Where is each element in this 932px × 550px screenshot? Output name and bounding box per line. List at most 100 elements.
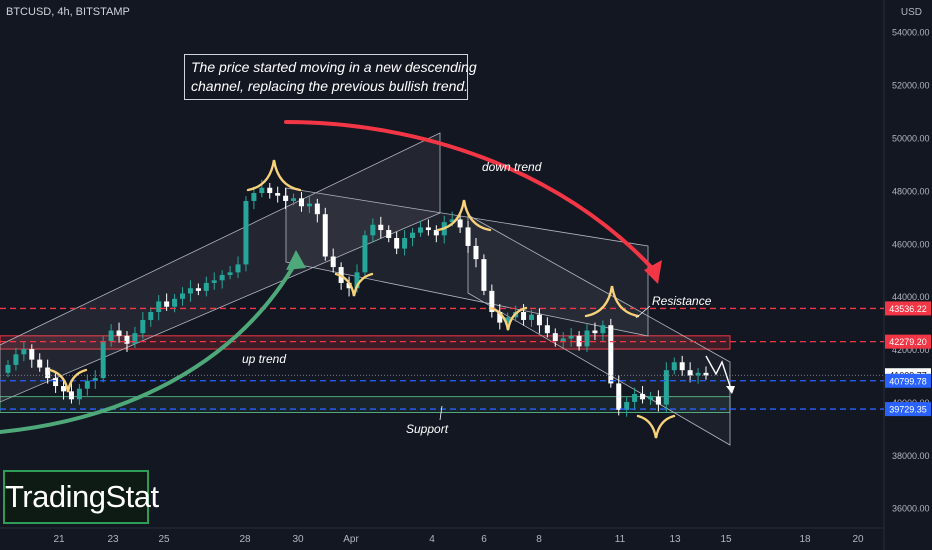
candle-body [584,330,590,347]
candle-body [378,224,384,231]
descending-channel [285,187,649,337]
candle-body [124,335,130,344]
symbol-title[interactable]: BTCUSD, 4h, BITSTAMP [6,6,130,18]
candle-body [298,198,304,207]
price-tick-label: 36000.00 [892,504,930,514]
candle-body [275,193,281,196]
candle-body [53,378,59,387]
candle-body [37,359,43,368]
candle-body [306,203,312,207]
swing-high-marker [584,285,640,318]
candle-body [227,272,233,275]
candle-body [552,333,558,342]
candle-body [68,391,74,400]
candle-body [148,312,154,320]
candle-body [235,264,241,273]
price-tick-label: 52000.00 [892,81,930,91]
candle-body [592,330,598,334]
price-tick-label: 44000.00 [892,292,930,302]
candle-body [140,319,146,334]
swing-high-marker [436,199,492,232]
time-tick-label: 28 [239,534,251,545]
resistance-pointer [635,305,651,319]
candle-body [180,293,185,299]
price-tick-label: 48000.00 [892,186,930,196]
price-level-label: 43536.22 [889,304,927,314]
candle-body [655,396,661,405]
down-trend-label: down trend [482,160,542,174]
candle-body [425,227,431,231]
time-tick-label: 20 [852,534,864,545]
price-level-badge [885,301,931,316]
support-label: Support [406,422,449,436]
candle-body [473,245,479,260]
candle-body [13,354,19,365]
candle-body [386,230,392,238]
price-tick-label: 46000.00 [892,239,930,249]
candle-body [172,298,178,307]
candle-body [29,349,35,360]
candle-body [251,193,257,201]
candle-body [259,187,265,194]
candle-body [647,396,653,400]
downtrend-arrow [284,120,654,270]
candle-body [132,333,138,344]
time-tick-label: Apr [343,534,359,545]
resistance-label: Resistance [652,294,712,308]
candle-body [283,195,289,201]
candle-body [108,330,114,342]
candle-body [663,370,669,405]
candle-body [576,335,582,347]
candle-body [187,288,193,294]
candle-body [330,256,336,268]
swing-low-marker [488,306,528,331]
price-tick-label: 54000.00 [892,28,930,38]
time-tick-label: 13 [669,534,681,545]
annotation-line-1: The price started moving in a new descen… [191,59,477,75]
time-tick-label: 23 [107,534,119,545]
candle-body [536,314,542,326]
time-tick-label: 15 [720,534,732,545]
candle-body [568,335,574,339]
candle-body [394,237,400,249]
candle-body [600,325,606,334]
candle-body [219,275,225,281]
time-tick-label: 11 [615,534,626,545]
candle-body [489,290,495,313]
projection-path [705,355,733,393]
brand-logo: TradingStat [3,470,159,524]
uptrend-arrow [0,260,298,434]
candle-body [92,378,98,381]
price-tick-label: 42000.00 [892,345,930,355]
swing-low-marker [636,414,676,439]
candle-body [410,232,416,238]
candle-body [457,219,463,228]
candle-body [267,187,273,194]
candle-body [481,259,487,291]
price-tick-label: 38000.00 [892,451,930,461]
candle-body [156,301,162,313]
candle-body [100,341,106,379]
support-pointer [439,405,443,421]
candle-body [370,224,376,236]
time-tick-label: 25 [158,534,170,545]
time-tick-label: 6 [481,534,487,545]
candle-body [116,330,122,336]
time-tick-label: 18 [799,534,811,545]
candle-body [505,317,511,323]
candle-body [45,367,51,379]
candle-body [195,288,201,291]
candle-body [354,272,360,289]
candle-body [616,383,622,410]
candle-body [417,227,423,233]
price-level-badge [885,402,931,417]
candle-body [687,370,693,376]
price-level-label: 39729.35 [889,405,927,415]
time-tick-label: 4 [429,534,435,545]
projection-arrowhead [726,386,735,394]
candle-body [322,214,328,257]
candle-body [544,325,550,334]
candle-body [695,372,701,376]
candle-body [449,219,455,223]
candle-body [314,203,320,215]
